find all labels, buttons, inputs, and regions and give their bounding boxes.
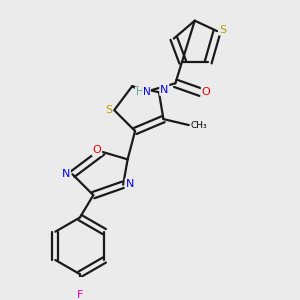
Text: N: N xyxy=(142,87,150,97)
Text: H: H xyxy=(136,87,143,97)
Text: S: S xyxy=(105,105,112,115)
Text: N: N xyxy=(125,179,134,189)
Text: N: N xyxy=(62,169,70,179)
Text: S: S xyxy=(219,25,226,34)
Text: O: O xyxy=(202,87,210,97)
Text: N: N xyxy=(160,85,169,95)
Text: O: O xyxy=(92,145,101,155)
Text: F: F xyxy=(77,290,83,300)
Text: CH₃: CH₃ xyxy=(190,121,207,130)
